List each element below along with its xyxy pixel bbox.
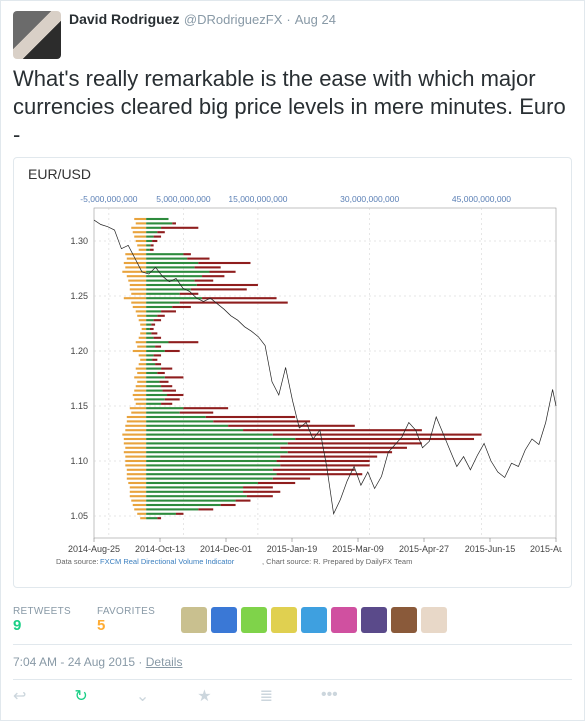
svg-text:2015-Apr-27: 2015-Apr-27 xyxy=(399,544,449,554)
timestamp-row: 7:04 AM - 24 Aug 2015 · Details xyxy=(13,645,572,679)
svg-text:, Chart source: R. Prepared by: , Chart source: R. Prepared by DailyFX T… xyxy=(262,557,412,566)
pocket-icon[interactable]: ⌄ xyxy=(136,686,149,706)
svg-text:1.05: 1.05 xyxy=(70,511,88,521)
svg-text:2014-Dec-01: 2014-Dec-01 xyxy=(200,544,252,554)
favorite-icon[interactable]: ★ xyxy=(197,686,211,706)
favorites-label: FAVORITES xyxy=(97,606,155,617)
engager-avatar[interactable] xyxy=(301,607,327,633)
svg-text:45,000,000,000: 45,000,000,000 xyxy=(452,194,511,204)
display-name[interactable]: David Rodriguez xyxy=(69,11,179,27)
tweet-card: { "user":{"name":"David Rodriguez","hand… xyxy=(0,0,585,721)
tweet-text: What's really remarkable is the ease wit… xyxy=(13,65,572,149)
action-bar: ↩ ↻ ⌄ ★ ≣ ••• xyxy=(13,679,572,714)
svg-text:5,000,000,000: 5,000,000,000 xyxy=(156,194,211,204)
svg-text:2015-Mar-09: 2015-Mar-09 xyxy=(332,544,384,554)
engager-avatar[interactable] xyxy=(361,607,387,633)
svg-text:FXCM Real Directional Volume I: FXCM Real Directional Volume Indicator xyxy=(100,557,235,566)
retweet-icon[interactable]: ↻ xyxy=(74,686,87,706)
post-date[interactable]: Aug 24 xyxy=(295,12,336,27)
engager-avatar[interactable] xyxy=(271,607,297,633)
svg-text:1.25: 1.25 xyxy=(70,291,88,301)
svg-text:2015-Aug-03: 2015-Aug-03 xyxy=(530,544,562,554)
svg-text:30,000,000,000: 30,000,000,000 xyxy=(340,194,399,204)
buffer-icon[interactable]: ≣ xyxy=(260,686,273,706)
engager-avatars xyxy=(181,607,447,633)
retweets-label: RETWEETS xyxy=(13,606,71,617)
more-icon[interactable]: ••• xyxy=(321,686,338,706)
svg-text:1.10: 1.10 xyxy=(70,456,88,466)
engagement-row: RETWEETS 9 FAVORITES 5 xyxy=(13,598,572,645)
svg-text:15,000,000,000: 15,000,000,000 xyxy=(228,194,287,204)
engager-avatar[interactable] xyxy=(181,607,207,633)
user-handle[interactable]: @DRodriguezFX xyxy=(184,12,282,27)
details-link[interactable]: Details xyxy=(146,655,183,669)
avatar[interactable] xyxy=(13,11,61,59)
svg-text:2014-Aug-25: 2014-Aug-25 xyxy=(68,544,120,554)
svg-text:2015-Jun-15: 2015-Jun-15 xyxy=(465,544,516,554)
chart-title: EUR/USD xyxy=(28,166,563,182)
svg-text:Data source:: Data source: xyxy=(56,557,99,566)
svg-text:-5,000,000,000: -5,000,000,000 xyxy=(80,194,137,204)
tweet-header: David Rodriguez @DRodriguezFX·Aug 24 xyxy=(13,11,572,59)
engager-avatar[interactable] xyxy=(421,607,447,633)
favorites-count: 5 xyxy=(97,617,155,634)
engager-avatar[interactable] xyxy=(331,607,357,633)
engager-avatar[interactable] xyxy=(211,607,237,633)
svg-text:2015-Jan-19: 2015-Jan-19 xyxy=(267,544,318,554)
timestamp[interactable]: 7:04 AM - 24 Aug 2015 xyxy=(13,655,135,669)
retweets-block[interactable]: RETWEETS 9 xyxy=(13,606,71,634)
chart-card[interactable]: EUR/USD -5,000,000,000 5,000,000,000 15,00… xyxy=(13,157,572,588)
favorites-block[interactable]: FAVORITES 5 xyxy=(97,606,155,634)
svg-text:1.30: 1.30 xyxy=(70,236,88,246)
svg-text:2014-Oct-13: 2014-Oct-13 xyxy=(135,544,185,554)
svg-text:1.20: 1.20 xyxy=(70,346,88,356)
reply-icon[interactable]: ↩ xyxy=(13,686,26,706)
retweets-count: 9 xyxy=(13,617,71,634)
user-block: David Rodriguez @DRodriguezFX·Aug 24 xyxy=(69,11,336,59)
eurusd-chart: -5,000,000,000 5,000,000,000 15,000,000,00… xyxy=(22,186,562,578)
svg-text:1.15: 1.15 xyxy=(70,401,88,411)
engager-avatar[interactable] xyxy=(241,607,267,633)
engager-avatar[interactable] xyxy=(391,607,417,633)
